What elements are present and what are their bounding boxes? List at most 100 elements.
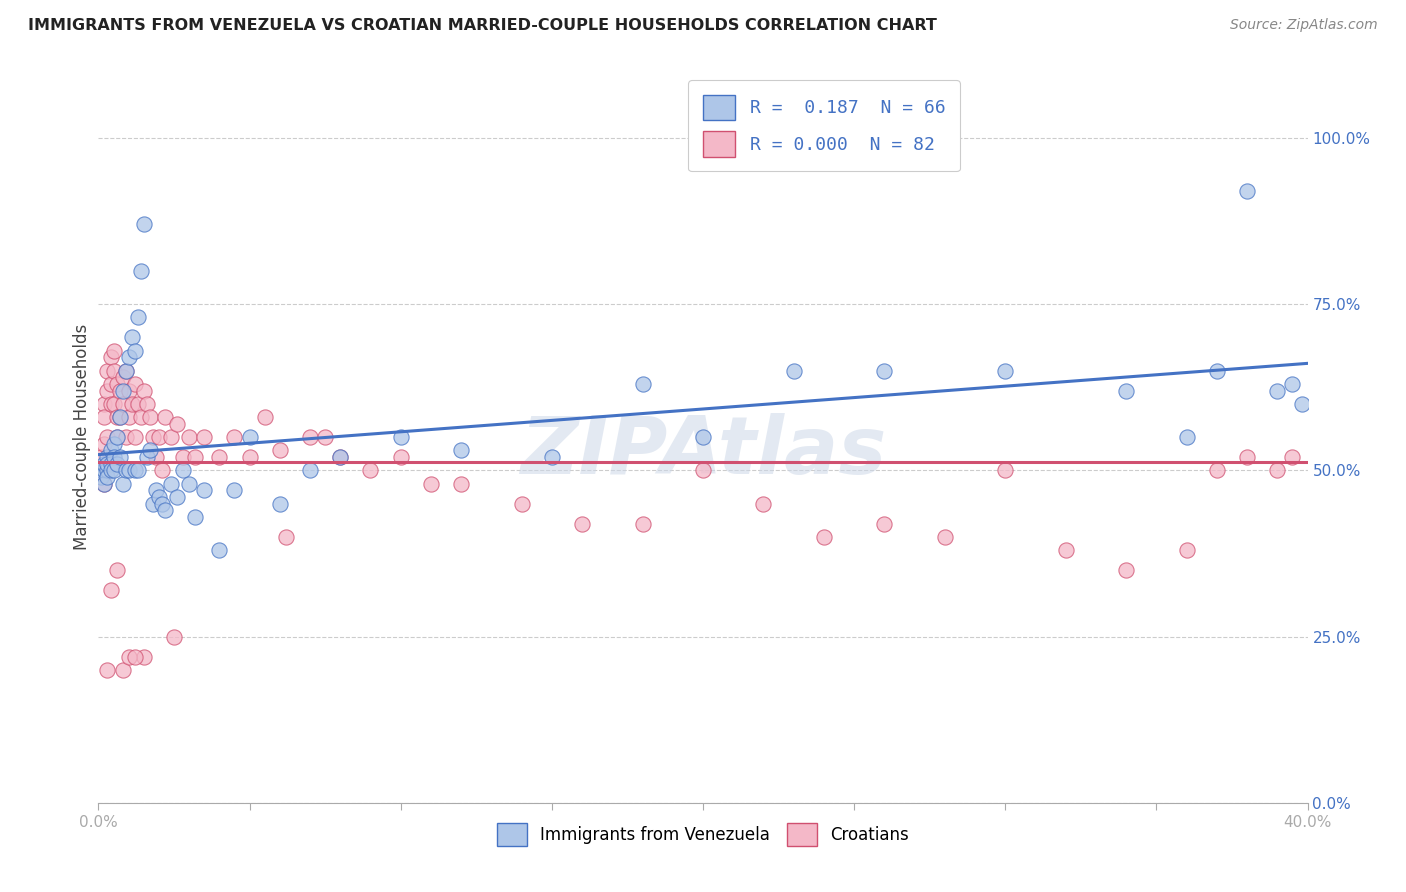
Point bbox=[783, 363, 806, 377]
Point bbox=[103, 397, 125, 411]
Point bbox=[193, 430, 215, 444]
Point bbox=[1175, 543, 1198, 558]
Point bbox=[135, 397, 157, 411]
Point bbox=[90, 470, 112, 484]
Point bbox=[132, 384, 155, 398]
Point bbox=[1267, 463, 1289, 477]
Point bbox=[994, 463, 1017, 477]
Point bbox=[124, 376, 146, 391]
Point bbox=[329, 450, 352, 464]
Point bbox=[111, 384, 134, 398]
Point bbox=[148, 430, 170, 444]
Y-axis label: Married-couple Households: Married-couple Households bbox=[73, 324, 91, 550]
Point bbox=[172, 463, 194, 477]
Point bbox=[389, 430, 412, 444]
Point bbox=[127, 463, 149, 477]
Point bbox=[193, 483, 215, 498]
Point bbox=[124, 343, 146, 358]
Legend: Immigrants from Venezuela, Croatians: Immigrants from Venezuela, Croatians bbox=[491, 816, 915, 853]
Point bbox=[121, 397, 143, 411]
Point bbox=[1115, 384, 1137, 398]
Point bbox=[103, 450, 125, 464]
Point bbox=[269, 497, 291, 511]
Point bbox=[127, 310, 149, 325]
Point bbox=[813, 530, 835, 544]
Point bbox=[124, 649, 146, 664]
Point bbox=[166, 490, 188, 504]
Point bbox=[93, 457, 115, 471]
Point bbox=[90, 463, 112, 477]
Point bbox=[96, 384, 118, 398]
Point bbox=[360, 463, 382, 477]
Point bbox=[631, 516, 654, 531]
Point bbox=[1281, 376, 1303, 391]
Point bbox=[269, 443, 291, 458]
Point bbox=[179, 430, 201, 444]
Point bbox=[873, 516, 896, 531]
Point bbox=[184, 509, 207, 524]
Point bbox=[111, 663, 134, 677]
Point bbox=[124, 430, 146, 444]
Point bbox=[692, 430, 714, 444]
Point bbox=[132, 217, 155, 231]
Point bbox=[139, 443, 162, 458]
Point bbox=[93, 436, 115, 450]
Point bbox=[111, 370, 134, 384]
Point bbox=[118, 410, 141, 425]
Point bbox=[100, 463, 122, 477]
Point bbox=[124, 463, 146, 477]
Point bbox=[631, 376, 654, 391]
Point bbox=[129, 264, 152, 278]
Point bbox=[145, 483, 167, 498]
Point bbox=[105, 410, 128, 425]
Point bbox=[1115, 563, 1137, 577]
Point bbox=[239, 430, 262, 444]
Point bbox=[96, 450, 118, 464]
Point bbox=[420, 476, 443, 491]
Point bbox=[314, 430, 336, 444]
Point bbox=[145, 450, 167, 464]
Point bbox=[118, 351, 141, 365]
Point bbox=[142, 497, 165, 511]
Point bbox=[96, 363, 118, 377]
Point bbox=[150, 497, 173, 511]
Point bbox=[100, 443, 122, 458]
Point bbox=[108, 410, 131, 425]
Point bbox=[90, 463, 112, 477]
Point bbox=[1236, 184, 1258, 198]
Point bbox=[148, 490, 170, 504]
Point bbox=[208, 543, 231, 558]
Point bbox=[540, 450, 562, 464]
Point bbox=[118, 384, 141, 398]
Point bbox=[103, 363, 125, 377]
Point bbox=[253, 410, 276, 425]
Point bbox=[118, 649, 141, 664]
Point bbox=[510, 497, 533, 511]
Point bbox=[100, 457, 122, 471]
Point bbox=[163, 630, 186, 644]
Point bbox=[103, 343, 125, 358]
Point bbox=[208, 450, 231, 464]
Point bbox=[93, 463, 115, 477]
Point bbox=[96, 430, 118, 444]
Point bbox=[1291, 397, 1313, 411]
Point bbox=[100, 397, 122, 411]
Point bbox=[111, 397, 134, 411]
Point bbox=[132, 649, 155, 664]
Point bbox=[139, 410, 162, 425]
Point bbox=[153, 503, 176, 517]
Point bbox=[105, 563, 128, 577]
Point bbox=[93, 410, 115, 425]
Point bbox=[172, 450, 194, 464]
Point bbox=[96, 463, 118, 477]
Point bbox=[100, 582, 122, 597]
Point bbox=[752, 497, 775, 511]
Point bbox=[274, 530, 297, 544]
Point bbox=[108, 410, 131, 425]
Point bbox=[299, 430, 322, 444]
Point bbox=[96, 457, 118, 471]
Point bbox=[105, 430, 128, 444]
Point bbox=[105, 457, 128, 471]
Point bbox=[93, 397, 115, 411]
Point bbox=[103, 436, 125, 450]
